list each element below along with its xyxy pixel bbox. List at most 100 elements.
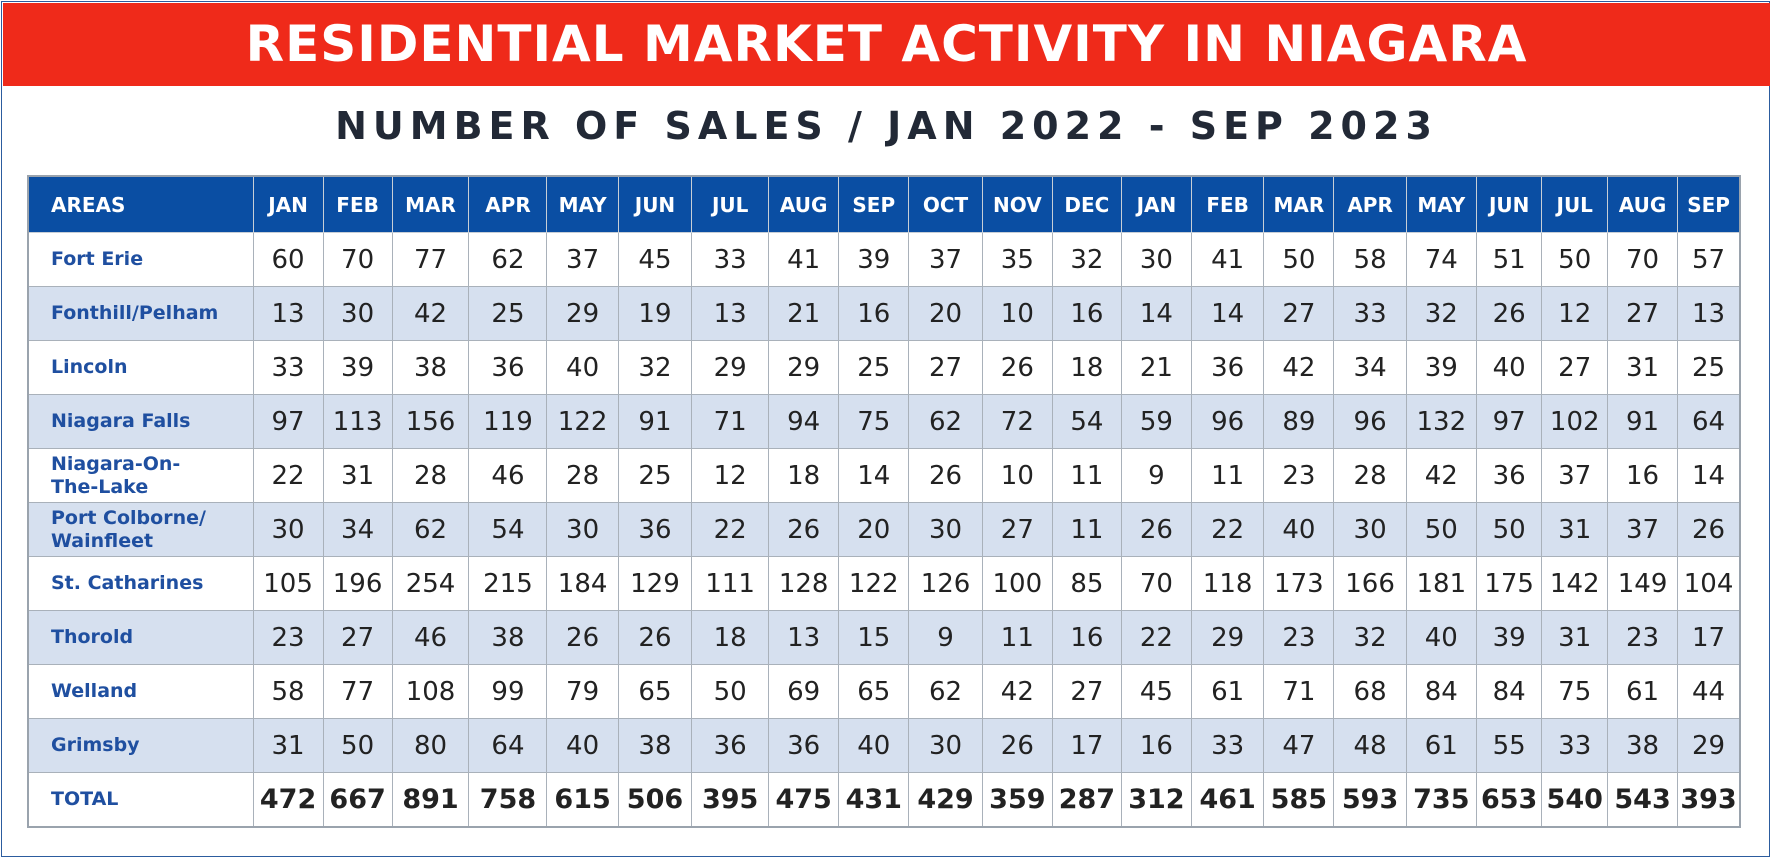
total-cell: 735 [1405, 772, 1477, 828]
sales-cell: 166 [1333, 556, 1407, 611]
sales-cell: 32 [617, 340, 693, 395]
sales-cell: 62 [468, 232, 548, 287]
sales-cell: 65 [838, 664, 910, 719]
total-cell: 891 [391, 772, 470, 828]
sales-cell: 254 [391, 556, 470, 611]
sales-cell: 11 [981, 610, 1053, 665]
sales-table: AREAS JAN FEB MAR APR MAY JUN JUL AUG SEP OCT NOV D… [27, 175, 1741, 828]
sales-cell: 12 [1541, 286, 1609, 341]
month-header: JUL [691, 175, 770, 233]
sales-cell: 31 [1607, 340, 1679, 395]
sales-cell: 25 [468, 286, 548, 341]
month-header: OCT [908, 175, 983, 233]
sales-cell: 77 [322, 664, 393, 719]
sales-cell: 55 [1475, 718, 1543, 773]
sales-cell: 30 [252, 502, 324, 557]
sales-cell: 26 [1677, 502, 1741, 557]
sales-cell: 42 [391, 286, 470, 341]
sales-cell: 25 [1677, 340, 1741, 395]
sales-cell: 122 [838, 556, 910, 611]
sales-cell: 62 [908, 664, 983, 719]
table-body: Fort Erie 60 70 77 62 37 45 33 41 39 37 35 32 30 41 50 5… [27, 232, 1741, 828]
sales-cell: 16 [838, 286, 910, 341]
sales-cell: 104 [1677, 556, 1741, 611]
sales-cell: 32 [1333, 610, 1407, 665]
total-cell: 395 [691, 772, 770, 828]
sales-cell: 181 [1405, 556, 1477, 611]
sales-cell: 68 [1333, 664, 1407, 719]
sales-cell: 13 [252, 286, 324, 341]
sales-cell: 111 [691, 556, 770, 611]
sales-cell: 96 [1190, 394, 1265, 449]
sales-cell: 33 [1190, 718, 1265, 773]
sales-cell: 27 [1607, 286, 1679, 341]
sales-cell: 39 [838, 232, 910, 287]
sales-cell: 39 [1475, 610, 1543, 665]
total-cell: 506 [617, 772, 693, 828]
sales-cell: 173 [1263, 556, 1335, 611]
sales-cell: 132 [1405, 394, 1477, 449]
sales-cell: 31 [322, 448, 393, 503]
sales-cell: 91 [1607, 394, 1679, 449]
sales-cell: 11 [1051, 448, 1122, 503]
sales-cell: 22 [691, 502, 770, 557]
sales-cell: 75 [838, 394, 910, 449]
sales-cell: 33 [1541, 718, 1609, 773]
sales-cell: 18 [1051, 340, 1122, 395]
sales-cell: 33 [691, 232, 770, 287]
sales-cell: 58 [252, 664, 324, 719]
sales-cell: 26 [981, 340, 1053, 395]
total-label: TOTAL [27, 772, 254, 828]
sales-cell: 18 [768, 448, 840, 503]
page-title: RESIDENTIAL MARKET ACTIVITY IN NIAGARA [3, 3, 1770, 86]
sales-cell: 36 [1190, 340, 1265, 395]
area-name: Niagara Falls [27, 394, 254, 449]
total-cell: 615 [546, 772, 619, 828]
sales-cell: 36 [1475, 448, 1543, 503]
sales-cell: 27 [981, 502, 1053, 557]
sales-cell: 12 [691, 448, 770, 503]
table-row: St. Catharines 105 196 254 215 184 129 111 128 12… [27, 556, 1741, 611]
total-cell: 393 [1677, 772, 1741, 828]
sales-cell: 26 [981, 718, 1053, 773]
sales-cell: 30 [546, 502, 619, 557]
sales-cell: 54 [468, 502, 548, 557]
sales-cell: 37 [1541, 448, 1609, 503]
sales-cell: 21 [768, 286, 840, 341]
total-cell: 667 [322, 772, 393, 828]
sales-cell: 29 [546, 286, 619, 341]
sales-cell: 28 [546, 448, 619, 503]
sales-cell: 15 [838, 610, 910, 665]
sales-cell: 22 [1120, 610, 1192, 665]
sales-cell: 14 [1120, 286, 1192, 341]
sales-cell: 40 [546, 340, 619, 395]
sales-cell: 32 [1051, 232, 1122, 287]
sales-cell: 14 [838, 448, 910, 503]
sales-cell: 38 [391, 340, 470, 395]
sales-cell: 113 [322, 394, 393, 449]
area-name: Port Colborne/Wainfleet [27, 502, 254, 557]
table-row: Grimsby 31 50 80 64 40 38 36 36 40 30 26 17 16 33 47 48 6… [27, 718, 1741, 773]
sales-cell: 128 [768, 556, 840, 611]
sales-cell: 97 [252, 394, 324, 449]
month-header: APR [468, 175, 548, 233]
sales-cell: 25 [617, 448, 693, 503]
sales-cell: 37 [546, 232, 619, 287]
month-header: JUN [617, 175, 693, 233]
total-cell: 429 [908, 772, 983, 828]
month-header: MAR [391, 175, 470, 233]
table-row: Niagara-On- The-Lake 22 31 28 46 28 25 12 18 14 26 1… [27, 448, 1741, 503]
sales-cell: 26 [768, 502, 840, 557]
area-name: Fonthill/Pelham [27, 286, 254, 341]
sales-cell: 42 [1405, 448, 1477, 503]
sales-cell: 40 [1263, 502, 1335, 557]
sales-cell: 39 [1405, 340, 1477, 395]
sales-cell: 28 [1333, 448, 1407, 503]
sales-cell: 50 [1263, 232, 1335, 287]
sales-cell: 16 [1120, 718, 1192, 773]
sales-cell: 22 [1190, 502, 1265, 557]
sales-cell: 27 [1541, 340, 1609, 395]
sales-cell: 32 [1405, 286, 1477, 341]
sales-cell: 85 [1051, 556, 1122, 611]
sales-cell: 17 [1051, 718, 1122, 773]
